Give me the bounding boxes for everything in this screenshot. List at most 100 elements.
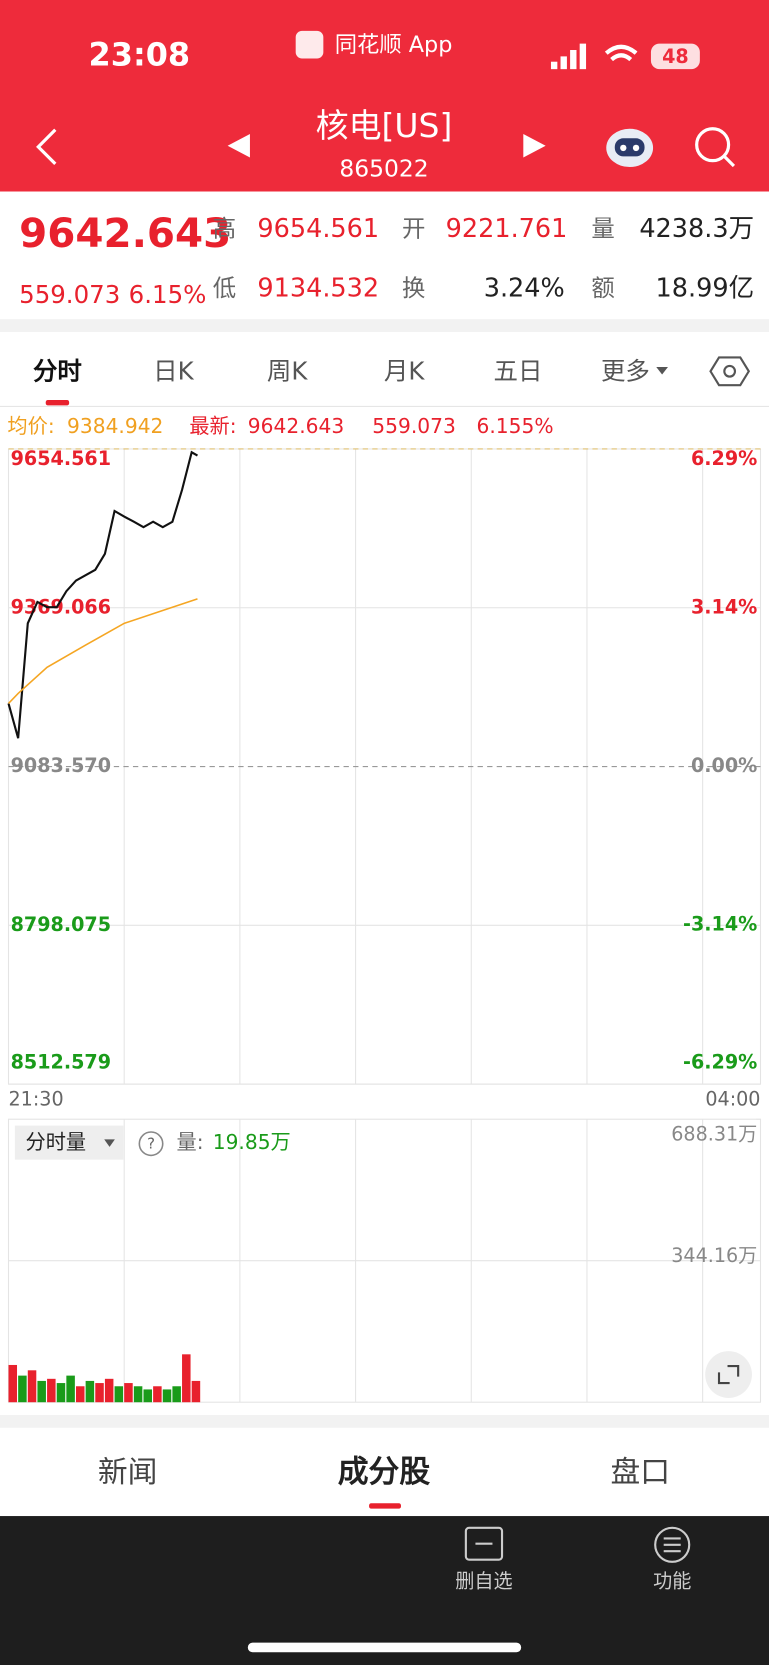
latest-value: 9642.643 — [248, 414, 344, 438]
x-axis-end: 04:00 — [705, 1088, 760, 1111]
wifi-icon — [604, 44, 638, 62]
signal-icon — [550, 43, 587, 70]
field-value: 18.99亿 — [656, 273, 755, 303]
y-tick-label: 8798.075 — [11, 913, 111, 936]
bottom-tab[interactable]: 成分股 — [338, 1454, 431, 1490]
series-line — [7, 598, 198, 705]
volume-bar — [75, 1386, 85, 1403]
back-button[interactable] — [36, 128, 57, 165]
help-text: ? — [147, 1135, 155, 1153]
battery — [650, 43, 700, 70]
next-button[interactable] — [523, 134, 546, 158]
volume-bar — [47, 1378, 56, 1403]
volume-value: 19.85万 — [213, 1130, 291, 1154]
volume-bar — [172, 1386, 181, 1403]
more-arrow — [656, 367, 668, 375]
y2-tick-label: -6.29% — [683, 1050, 757, 1073]
avg-label: 均价: — [7, 414, 54, 438]
assistant-button[interactable] — [606, 128, 654, 168]
latest-label: 最新: — [189, 414, 236, 438]
y-tick-label: 344.16万 — [671, 1244, 757, 1267]
volume-bar — [104, 1378, 114, 1403]
separator — [0, 319, 769, 332]
volume-dropdown[interactable] — [14, 1125, 124, 1160]
series-line — [7, 450, 198, 739]
volume-bar — [182, 1354, 191, 1403]
field-label: 高 — [213, 214, 236, 242]
quote-change-pct: 6.15% — [129, 280, 207, 309]
remove-watch-button[interactable] — [464, 1526, 504, 1561]
toolbar-bg — [0, 1516, 769, 1665]
tab[interactable]: 周K — [267, 356, 308, 385]
tab-indicator — [45, 400, 70, 406]
expand-button[interactable] — [705, 1351, 752, 1398]
quote-price: 9642.643 — [19, 209, 231, 257]
search-button[interactable] — [695, 127, 736, 168]
volume-bar — [56, 1383, 66, 1403]
volume-bar — [37, 1380, 46, 1403]
field-value: 9654.561 — [257, 214, 379, 244]
field-label: 量 — [591, 214, 614, 242]
tab[interactable]: 更多 — [601, 356, 650, 385]
volume-bar — [27, 1370, 37, 1403]
volume-bar — [162, 1389, 172, 1403]
avg-value: 9384.942 — [67, 414, 163, 438]
y2-tick-label: -3.14% — [683, 913, 757, 936]
volume-bar — [124, 1383, 133, 1403]
toolbar-label: 删自选 — [455, 1570, 512, 1593]
tab-bar: 分时 日K 周K 月K 五日 更多 — [33, 356, 650, 385]
separator — [0, 1414, 769, 1428]
x-axis-start: 21:30 — [9, 1088, 64, 1111]
quote-change: 559.073 — [19, 280, 120, 309]
volume-chart: 688.31万 344.16万 — [7, 1118, 762, 1403]
field-label: 额 — [591, 274, 614, 302]
y-tick-label: 688.31万 — [671, 1123, 757, 1146]
tab[interactable]: 分时 — [33, 356, 82, 385]
field-label: 换 — [402, 274, 425, 302]
volume-bar — [191, 1380, 201, 1403]
field-value: 9134.532 — [257, 273, 379, 303]
y2-tick-label: 0.00% — [691, 754, 757, 777]
stock-code: 865022 — [339, 155, 428, 183]
tab[interactable]: 月K — [384, 356, 425, 385]
latest-change: 559.073 — [372, 414, 456, 438]
y-tick-label: 9654.561 — [11, 447, 111, 470]
y-tick-label: 9369.066 — [11, 595, 111, 618]
toolbar-label: 功能 — [653, 1570, 691, 1593]
prev-button[interactable] — [227, 134, 250, 158]
functions-button[interactable] — [654, 1526, 691, 1563]
bottom-tab[interactable]: 新闻 — [98, 1455, 158, 1490]
y2-tick-label: 6.29% — [691, 447, 757, 470]
status-app: 同花顺 App — [335, 32, 453, 58]
chart-grid: 9654.561 9369.066 9083.570 8798.075 8512.579… — [7, 447, 762, 1403]
y-tick-label: 8512.579 — [11, 1050, 111, 1073]
bottom-tab-indicator — [369, 1503, 401, 1509]
y2-tick-label: 3.14% — [691, 596, 757, 619]
volume-bar — [95, 1383, 104, 1403]
settings-button[interactable] — [709, 356, 751, 387]
volume-bar — [85, 1380, 95, 1403]
field-label: 开 — [402, 214, 425, 242]
volume-bar — [18, 1375, 27, 1403]
home-indicator — [247, 1642, 522, 1653]
settings-dot — [723, 364, 737, 378]
volume-bar — [114, 1386, 124, 1403]
tab[interactable]: 五日 — [494, 356, 543, 385]
volume-bar — [153, 1386, 162, 1403]
tab[interactable]: 日K — [153, 356, 194, 385]
field-value: 3.24% — [484, 273, 565, 303]
field-label: 低 — [213, 274, 236, 302]
bottom-tab[interactable]: 盘口 — [611, 1455, 671, 1490]
dropdown-arrow — [104, 1139, 115, 1147]
volume-dropdown-label: 分时量 — [26, 1130, 87, 1154]
volume-bar — [143, 1389, 152, 1403]
volume-bar — [66, 1375, 75, 1403]
y-tick-label: 9083.570 — [11, 754, 111, 777]
volume-bar — [133, 1386, 143, 1403]
app-icon — [295, 30, 324, 59]
help-icon[interactable] — [138, 1131, 164, 1157]
status-time: 23:08 — [89, 35, 191, 73]
field-value: 4238.3万 — [639, 214, 754, 244]
